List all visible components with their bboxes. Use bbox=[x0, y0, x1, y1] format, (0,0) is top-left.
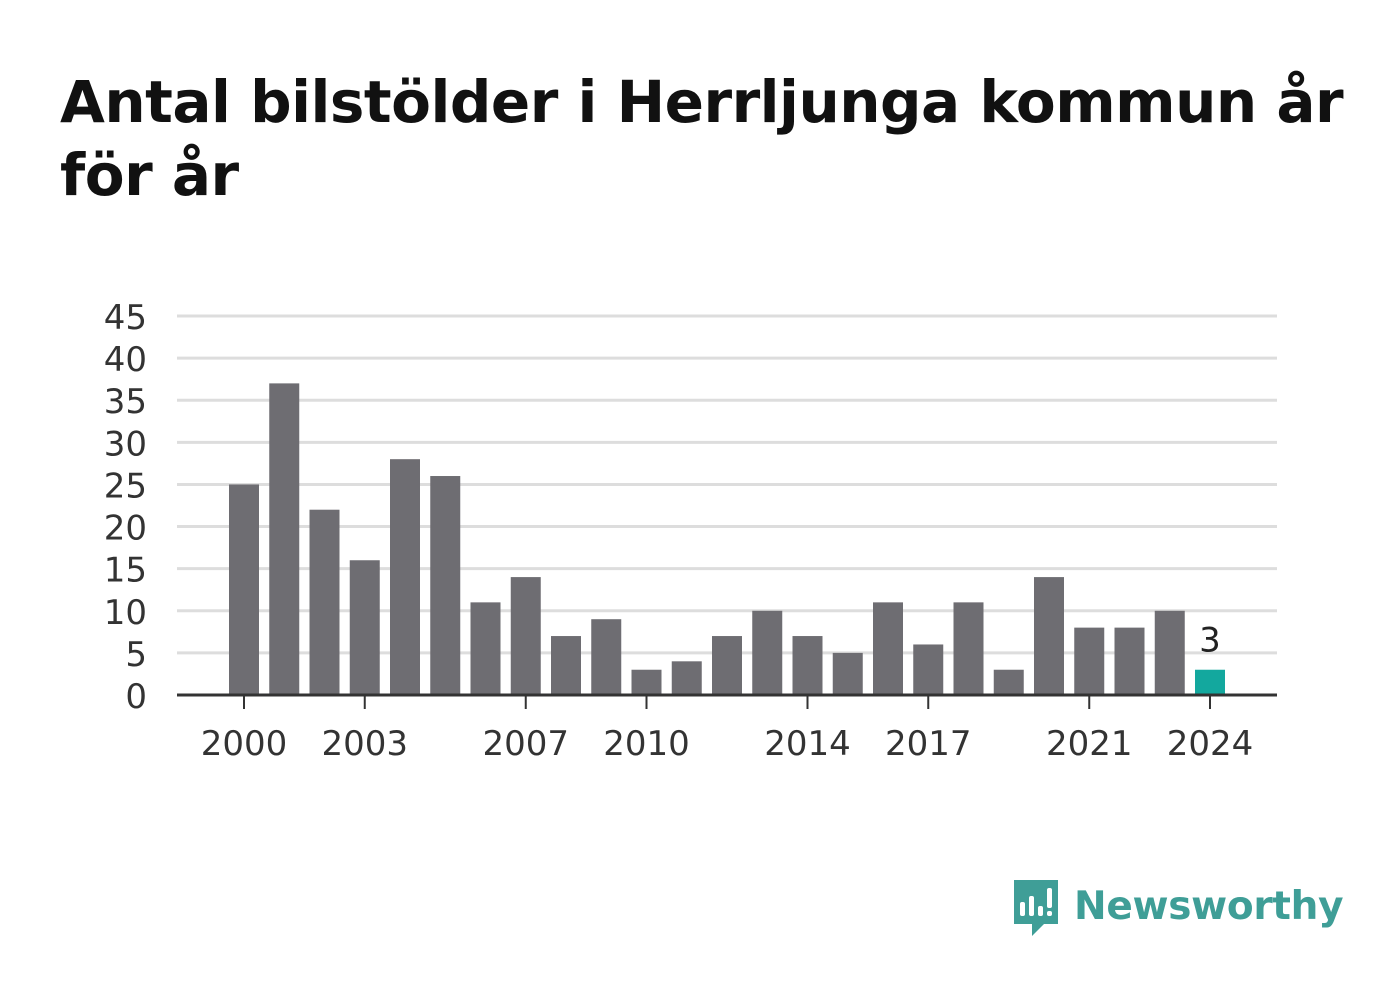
bar-2000 bbox=[229, 484, 259, 695]
bar-2005 bbox=[430, 476, 461, 695]
bar-2003 bbox=[349, 560, 380, 695]
bar-2001 bbox=[269, 383, 300, 695]
bar-2017 bbox=[913, 644, 944, 695]
chart-title: Antal bilstölder i Herrljunga kommun år … bbox=[60, 68, 1344, 209]
gridlines bbox=[177, 314, 1277, 655]
bar-2007 bbox=[510, 577, 541, 695]
bar-2002 bbox=[309, 509, 340, 695]
brand-name: Newsworthy bbox=[1074, 883, 1344, 929]
bar-2014 bbox=[792, 636, 823, 695]
y-tick-label: 35 bbox=[104, 382, 147, 422]
bars bbox=[229, 383, 1225, 695]
x-tick-label: 2007 bbox=[482, 724, 569, 764]
newsworthy-logo: Newsworthy bbox=[1010, 872, 1344, 940]
bar-2016 bbox=[873, 602, 903, 695]
bar-2011 bbox=[671, 661, 702, 695]
bar-2022 bbox=[1114, 627, 1145, 695]
bar-2024 bbox=[1195, 669, 1225, 695]
data-labels: 3 bbox=[1199, 621, 1221, 661]
x-axis: 2000 2003 2007 2010 2014 2017 2021 2024 bbox=[177, 693, 1277, 764]
y-tick-label: 0 bbox=[125, 677, 147, 717]
y-tick-label: 30 bbox=[104, 424, 147, 464]
x-tick-label: 2021 bbox=[1046, 724, 1133, 764]
x-tick-label: 2017 bbox=[885, 724, 972, 764]
y-tick-label: 15 bbox=[104, 551, 147, 591]
bar-2013 bbox=[752, 610, 783, 695]
y-tick-label: 45 bbox=[104, 298, 147, 338]
bar-2020 bbox=[1034, 577, 1064, 695]
y-tick-label: 20 bbox=[104, 509, 147, 549]
bar-2009 bbox=[591, 619, 622, 695]
bar-2019 bbox=[993, 669, 1024, 695]
y-tick-label: 25 bbox=[104, 466, 147, 506]
bar-2015 bbox=[832, 652, 863, 695]
bar-2010 bbox=[631, 669, 662, 695]
bar-2012 bbox=[712, 636, 742, 695]
bar-2023 bbox=[1154, 610, 1185, 695]
y-tick-label: 10 bbox=[104, 593, 147, 633]
bar-chart-speech-bubble-icon bbox=[1014, 880, 1058, 936]
bar-2021 bbox=[1074, 627, 1105, 695]
y-tick-label: 40 bbox=[104, 340, 147, 380]
bar-2018 bbox=[953, 602, 984, 695]
data-label-2024: 3 bbox=[1199, 621, 1221, 661]
x-tick-label: 2014 bbox=[764, 724, 851, 764]
x-tick-label: 2003 bbox=[321, 724, 408, 764]
x-tick-label: 2024 bbox=[1167, 724, 1254, 764]
x-tick-label: 2010 bbox=[603, 724, 690, 764]
bar-2006 bbox=[470, 602, 501, 695]
x-tick-label: 2000 bbox=[201, 724, 288, 764]
bar-2004 bbox=[390, 459, 420, 695]
bar-2008 bbox=[551, 636, 581, 695]
y-tick-label: 5 bbox=[125, 635, 147, 675]
